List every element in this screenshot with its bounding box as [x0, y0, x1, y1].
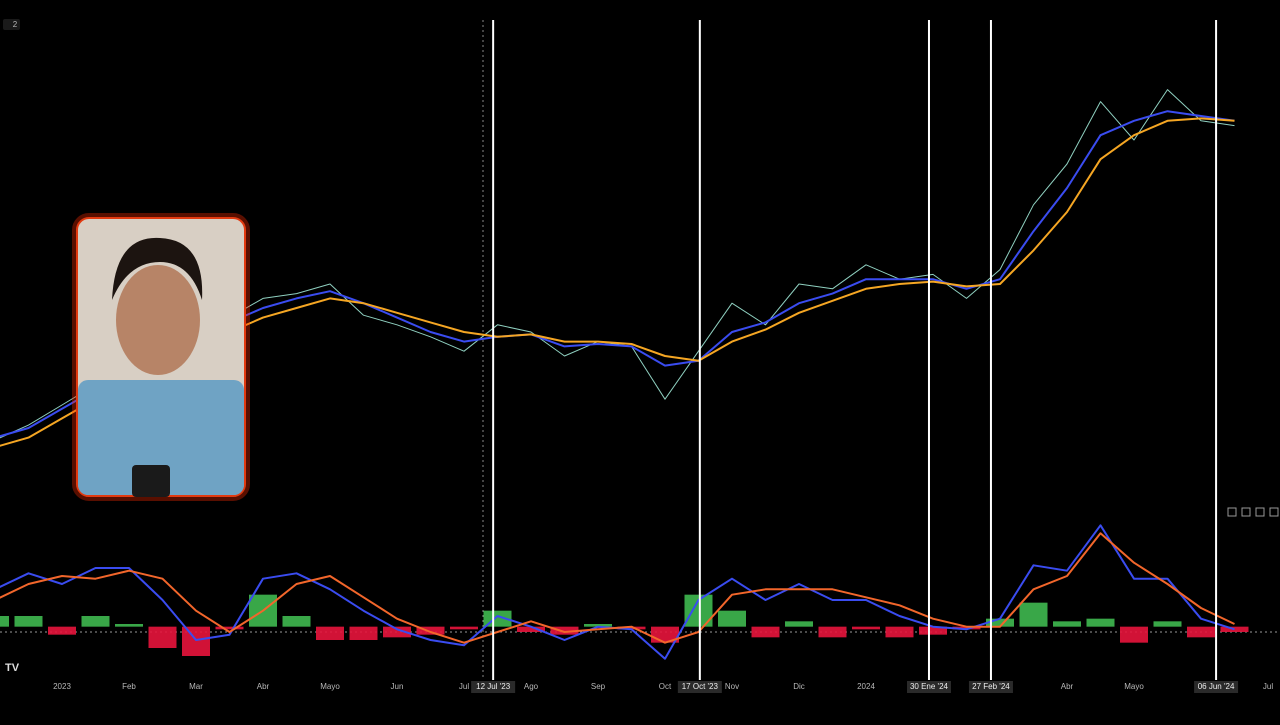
histogram-bar: [81, 616, 110, 627]
marker-label-box: [677, 681, 722, 693]
histogram-bar: [952, 626, 981, 630]
histogram-bar: [584, 624, 612, 627]
marker-label-box: [968, 681, 1013, 693]
histogram-bar: [1120, 626, 1148, 643]
marker-label-box: [1194, 681, 1239, 693]
x-tick-label: Oct: [659, 682, 672, 691]
histogram-bar: [316, 626, 344, 640]
x-tick-label: Ago: [524, 682, 539, 691]
x-tick-label: Jul: [459, 682, 469, 691]
histogram-bar: [718, 610, 746, 627]
histogram-bar: [349, 626, 378, 640]
icon-delete[interactable]: [1241, 507, 1251, 517]
icon-collapse[interactable]: [1255, 507, 1265, 517]
badge-box[interactable]: [3, 19, 20, 30]
x-tick-label: Mayo: [1124, 682, 1144, 691]
marker-label-box: [471, 681, 516, 693]
x-tick-label: Nov: [725, 682, 739, 691]
histogram-bar: [550, 626, 579, 635]
histogram-bar: [14, 616, 43, 627]
webcam-mic: [132, 465, 170, 497]
histogram-bar: [517, 626, 545, 632]
logo[interactable]: TV: [5, 662, 20, 674]
histogram-bar: [48, 626, 76, 635]
histogram-bar: [1153, 621, 1182, 627]
histogram-bar: [617, 626, 646, 630]
histogram-bar: [0, 616, 9, 627]
x-tick-label: Abr: [1061, 682, 1074, 691]
marker-label: 27 Feb '24: [972, 682, 1010, 691]
histogram-bar: [1019, 602, 1048, 627]
icon-up[interactable]: [1227, 507, 1237, 517]
histogram-bar: [1053, 621, 1081, 627]
histogram-bar: [919, 626, 947, 635]
x-tick-label: Mayo: [320, 682, 340, 691]
marker-label: 12 Jul '23: [476, 682, 511, 691]
histogram-bar: [986, 618, 1014, 627]
x-tick-label: Jul: [1263, 682, 1273, 691]
histogram-bar: [115, 624, 143, 627]
histogram-bar: [450, 626, 478, 630]
badge[interactable]: 2: [13, 20, 18, 29]
x-tick-label: Mar: [189, 682, 203, 691]
histogram-bar: [818, 626, 847, 638]
x-tick-label: Dic: [793, 682, 805, 691]
histogram-bar: [215, 626, 244, 630]
x-tick-label: Jun: [391, 682, 404, 691]
marker-label: 06 Jun '24: [1198, 682, 1235, 691]
x-tick-label: 2023: [53, 682, 71, 691]
histogram-bar: [751, 626, 780, 638]
panel-icons: [1227, 507, 1279, 517]
histogram-bar: [182, 626, 210, 656]
x-tick-label: Abr: [257, 682, 270, 691]
x-tick-label: Feb: [122, 682, 136, 691]
histogram-bar: [282, 616, 311, 627]
webcam-hair: [112, 237, 203, 300]
histogram-bar: [885, 626, 914, 638]
webcam: [72, 213, 250, 501]
webcam-face: [116, 265, 200, 375]
webcam-shirt: [78, 380, 244, 495]
marker-label: 17 Oct '23: [682, 682, 719, 691]
histogram-bar: [785, 621, 813, 627]
histogram-bar: [1187, 626, 1215, 638]
x-tick-label: Sep: [591, 682, 606, 691]
histogram-bar: [1086, 618, 1115, 627]
signal-line: [0, 532, 1235, 644]
histogram-bar: [1220, 626, 1249, 632]
marker-label: 30 Ene '24: [910, 682, 949, 691]
icon-maximize[interactable]: [1269, 507, 1279, 517]
x-tick-label: 2024: [857, 682, 875, 691]
histogram-bar: [383, 626, 411, 638]
histogram-bar: [416, 626, 445, 635]
histogram-bar: [148, 626, 177, 648]
marker-label-box: [906, 681, 951, 693]
histogram-bar: [852, 626, 880, 630]
